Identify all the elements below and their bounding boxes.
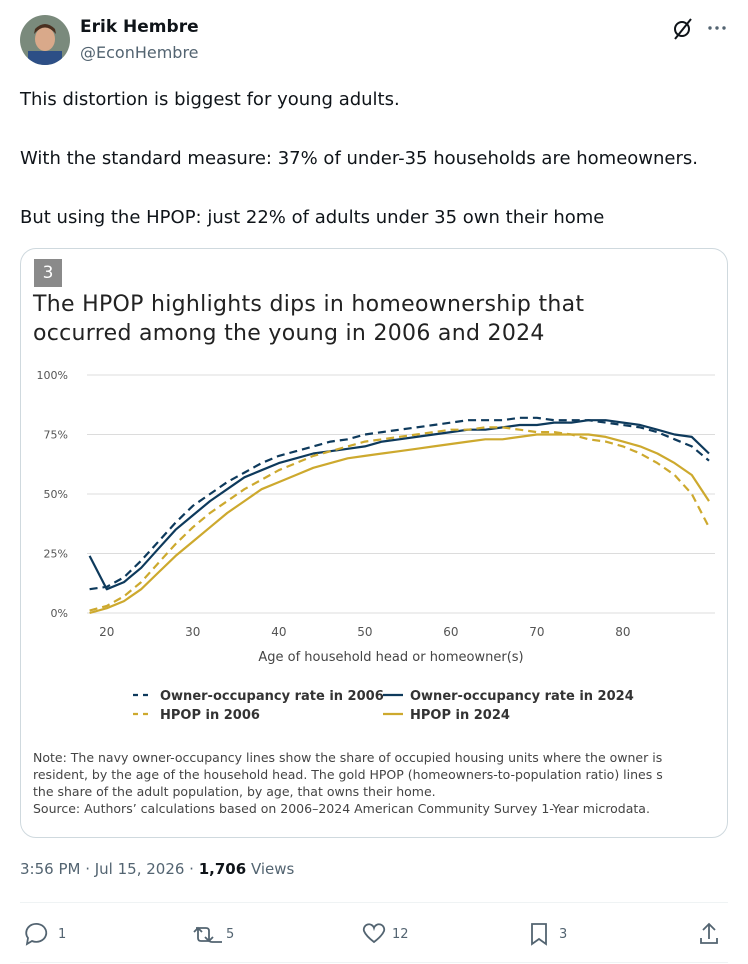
like-count: 12	[392, 927, 409, 942]
chart: 0% 25% 50% 75% 100% 20 30 40 50 60 70 80 Age of hous…	[37, 369, 715, 723]
chart-note: Note: The navy owner-occupancy lines sho…	[33, 750, 663, 765]
views-label: Views	[250, 860, 295, 878]
legend-label: Owner-occupancy rate in 2006	[160, 689, 384, 704]
y-tick-label: 0%	[51, 607, 68, 620]
x-tick-label: 20	[99, 625, 114, 639]
series-line	[88, 419, 710, 591]
x-tick-label: 80	[615, 625, 630, 639]
legend-label: Owner-occupancy rate in 2024	[410, 689, 634, 704]
series-line	[89, 416, 710, 591]
chart-note: the share of the adult population, by ag…	[33, 784, 436, 799]
author-name[interactable]: Erik Hembre	[80, 17, 199, 37]
action-bar	[25, 922, 718, 946]
author-handle[interactable]: @EconHembre	[80, 43, 199, 62]
tweet-text: This distortion is biggest for young adu…	[20, 89, 400, 110]
header-icons[interactable]	[672, 17, 732, 41]
series-line	[89, 426, 710, 612]
y-tick-label: 25%	[44, 548, 68, 561]
view-count: 1,706	[198, 860, 247, 878]
legend-label: HPOP in 2006	[160, 708, 260, 723]
x-axis-label: Age of household head or homeowner(s)	[258, 650, 523, 665]
repost-count: 5	[226, 927, 235, 942]
x-tick-label: 50	[357, 625, 372, 639]
tweet-text: But using the HPOP: just 22% of adults u…	[20, 207, 605, 228]
divider	[20, 962, 728, 963]
chart-note: resident, by the age of the household he…	[33, 767, 663, 782]
series-line	[89, 433, 710, 615]
bookmark-count: 3	[559, 927, 568, 942]
y-tick-label: 75%	[44, 429, 68, 442]
repost-icon[interactable]	[193, 926, 222, 943]
share-icon[interactable]	[700, 922, 718, 944]
y-tick-label: 50%	[44, 488, 68, 501]
x-tick-label: 70	[529, 625, 544, 639]
legend-label: HPOP in 2024	[410, 708, 510, 723]
divider	[20, 902, 728, 903]
chart-badge: 3	[34, 259, 62, 287]
tweet-meta: 3:56 PM · Jul 15, 2026 · 1,706 Views	[20, 860, 294, 878]
tweet-text: With the standard measure: 37% of under-…	[20, 148, 698, 169]
x-tick-label: 30	[185, 625, 200, 639]
reply-icon[interactable]	[25, 922, 48, 946]
x-tick-label: 40	[271, 625, 286, 639]
bookmark-icon[interactable]	[531, 923, 547, 946]
reply-count: 1	[58, 927, 67, 942]
like-icon[interactable]	[362, 923, 386, 944]
timestamp[interactable]: 3:56 PM · Jul 15, 2026 ·	[20, 860, 199, 878]
chart-title: The HPOP highlights dips in homeownershi…	[33, 292, 585, 346]
avatar[interactable]	[20, 15, 70, 65]
chart-source: Source: Authors’ calculations based on 2…	[33, 801, 650, 816]
x-tick-label: 60	[443, 625, 458, 639]
media-card[interactable]	[20, 248, 728, 838]
y-tick-label: 100%	[37, 369, 68, 382]
